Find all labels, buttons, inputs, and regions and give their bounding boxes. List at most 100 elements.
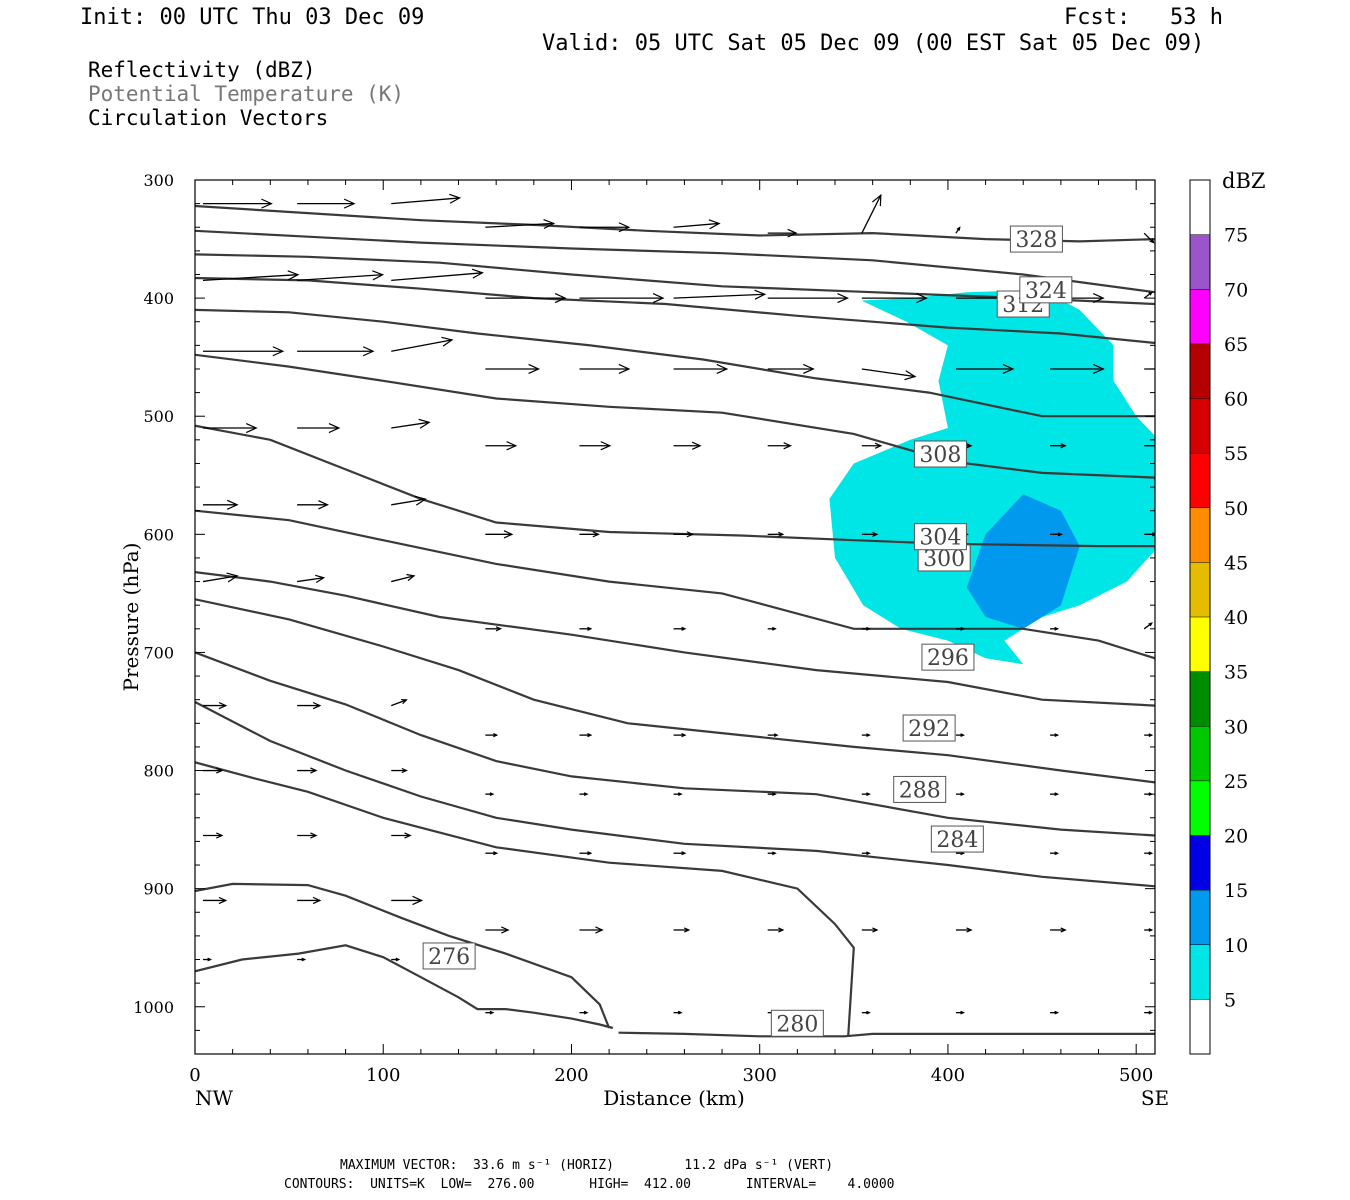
circulation-vector: [297, 896, 322, 905]
circulation-vector: [861, 531, 879, 537]
circulation-vector: [297, 832, 318, 839]
x-tick-label: 100: [366, 1065, 400, 1086]
svg-text:324: 324: [1025, 279, 1067, 304]
circulation-vector: [391, 268, 484, 282]
valid-time: Valid: 05 UTC Sat 05 Dec 09 (00 EST Sat …: [542, 31, 1205, 56]
colorbar-level-label: 45: [1224, 552, 1248, 574]
y-tick-label: 900: [143, 880, 174, 899]
theta-contour-280: [618, 1031, 1155, 1038]
circulation-vector: [1144, 443, 1155, 449]
circulation-vector: [485, 733, 499, 738]
svg-text:296: 296: [927, 646, 969, 671]
circulation-vector: [391, 573, 416, 583]
circulation-vector: [861, 193, 882, 234]
colorbar-swatch: [1190, 890, 1210, 945]
circulation-vector: [955, 363, 1015, 375]
forecast-hour: Fcst: 53 h: [1064, 5, 1223, 30]
svg-text:300: 300: [923, 547, 965, 572]
colorbar-level-label: 75: [1224, 225, 1248, 247]
circulation-vector: [767, 442, 792, 450]
reflectivity-region-10-dbz: [966, 494, 1080, 629]
circulation-vector: [579, 926, 604, 934]
circulation-vector: [767, 293, 849, 304]
circulation-vector: [1144, 1010, 1154, 1015]
theta-contour-324: [195, 229, 1155, 294]
circulation-vector: [673, 219, 721, 230]
circulation-vector: [391, 957, 401, 962]
circulation-vector: [485, 1010, 495, 1015]
colorbar-swatch: [1190, 507, 1210, 563]
circulation-vector: [297, 500, 329, 510]
circulation-vector: [861, 626, 871, 631]
colorbar-swatch: [1190, 343, 1210, 399]
theta-contour-296: [195, 571, 1155, 707]
circulation-vector: [1144, 368, 1155, 370]
theta-contour-300: [195, 509, 1155, 660]
theta-contour-280: [195, 761, 855, 1037]
y-tick-label: 400: [143, 289, 174, 308]
circulation-vector: [202, 270, 300, 282]
svg-text:284: 284: [936, 828, 978, 853]
max-vector-info: MAXIMUM VECTOR: 33.6 m s⁻¹ (HORIZ) 11.2 …: [340, 1158, 834, 1173]
circulation-vector: [203, 422, 258, 434]
circulation-vector: [485, 626, 503, 632]
circulation-vector: [297, 198, 356, 209]
field-vectors-label: Circulation Vectors: [88, 106, 329, 130]
circulation-vector: [579, 441, 612, 451]
circulation-vector: [297, 957, 307, 962]
circulation-vector: [673, 363, 729, 375]
svg-text:280: 280: [776, 1012, 818, 1037]
colorbar-swatch: [1190, 617, 1210, 672]
colorbar-level-label: 40: [1224, 607, 1248, 629]
circulation-vector: [673, 626, 687, 631]
circulation-vector: [297, 422, 341, 434]
circulation-vector: [203, 896, 228, 905]
circulation-vector: [673, 851, 687, 856]
circulation-vector: [955, 226, 961, 234]
y-tick-label: 700: [143, 643, 174, 662]
circulation-vector: [391, 193, 462, 205]
contour-info: CONTOURS: UNITS=K LOW= 276.00 HIGH= 412.…: [284, 1177, 895, 1192]
field-theta-label: Potential Temperature (K): [88, 82, 405, 106]
theta-contour-312: [195, 308, 1155, 418]
y-tick-label: 300: [143, 171, 174, 190]
svg-text:288: 288: [899, 778, 941, 803]
circulation-vector: [391, 495, 427, 506]
theta-contour-284: [195, 701, 1155, 888]
circulation-vector: [955, 792, 966, 797]
svg-text:328: 328: [1015, 228, 1057, 253]
colorbar-level-label: 70: [1224, 279, 1248, 301]
theta-contour-label-280: 280: [770, 1009, 824, 1037]
circulation-vector: [861, 442, 883, 449]
circulation-vector: [203, 346, 285, 357]
circulation-vector: [579, 293, 665, 304]
svg-text:276: 276: [428, 945, 470, 970]
y-axis-label: Pressure (hPa): [119, 543, 143, 692]
circulation-vector: [485, 293, 567, 304]
circulation-vector: [1050, 851, 1060, 856]
x-tick-label: 400: [931, 1065, 965, 1086]
circulation-vector: [1050, 626, 1060, 631]
circulation-vector: [1143, 291, 1153, 299]
y-tick-label: 600: [143, 525, 174, 544]
x-tick-label: 200: [554, 1065, 588, 1086]
colorbar-swatch: [1190, 780, 1210, 836]
field-reflectivity-label: Reflectivity (dBZ): [88, 58, 316, 82]
colorbar-level-label: 55: [1224, 443, 1248, 465]
circulation-vector: [861, 927, 879, 933]
circulation-vector: [1144, 733, 1154, 738]
circulation-vector: [767, 851, 777, 856]
circulation-vector: [1144, 928, 1154, 932]
svg-text:292: 292: [908, 717, 950, 742]
theta-contour-label-308: 308: [913, 440, 967, 468]
colorbar-level-label: 50: [1224, 498, 1248, 520]
circulation-vector: [673, 733, 687, 738]
y-tick-label: 500: [143, 407, 174, 426]
circulation-vector: [861, 792, 871, 797]
circulation-vector: [767, 733, 779, 738]
circulation-vector: [297, 346, 375, 357]
circulation-vector: [1143, 622, 1153, 630]
circulation-vector: [391, 418, 431, 429]
x-tick-label: 500: [1119, 1065, 1153, 1086]
theta-contour-label-296: 296: [921, 643, 975, 671]
